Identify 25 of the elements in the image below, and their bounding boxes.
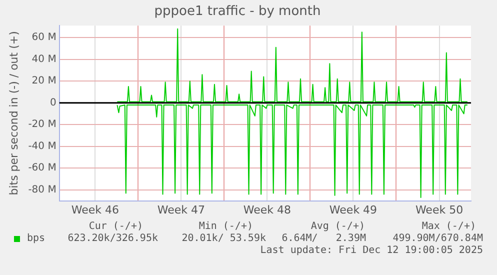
- x-tick-label: Week 50: [415, 203, 464, 216]
- y-tick-label: 60 M: [32, 32, 56, 44]
- y-axis-title: bits per second in (-) / out (+): [7, 31, 20, 196]
- y-tick-label: -40 M: [28, 140, 56, 152]
- x-tick-label: Week 47: [157, 203, 206, 216]
- y-tick-label: -20 M: [28, 119, 56, 130]
- text: Max (-/+): [422, 221, 476, 233]
- text: Last update: Fri Dec 12 19:00:05 2025: [260, 245, 483, 257]
- text: 20.01k/ 53.59k: [182, 233, 266, 245]
- text: 6.64M/ 2.39M: [282, 233, 366, 245]
- text: 499.90M/670.84M: [392, 233, 483, 245]
- x-tick-label: Week 49: [329, 203, 378, 216]
- x-tick-label: Week 46: [71, 203, 119, 216]
- x-tick-label: Week 48: [243, 203, 292, 216]
- y-tick-label: -60 M: [28, 162, 56, 174]
- legend-label: bps: [27, 233, 46, 245]
- text: Avg (-/+): [310, 221, 365, 233]
- y-tick-label: -80 M: [28, 184, 56, 196]
- y-tick-label: 40 M: [32, 54, 56, 65]
- chart-title: pppoe1 traffic - by month: [154, 4, 321, 20]
- y-tick-label: 0: [50, 97, 56, 108]
- text: Min (-/+): [198, 221, 253, 233]
- y-tick-label: 20 M: [32, 76, 56, 87]
- text: Cur (-/+): [88, 221, 143, 233]
- text: 623.20k/326.95k: [68, 233, 158, 245]
